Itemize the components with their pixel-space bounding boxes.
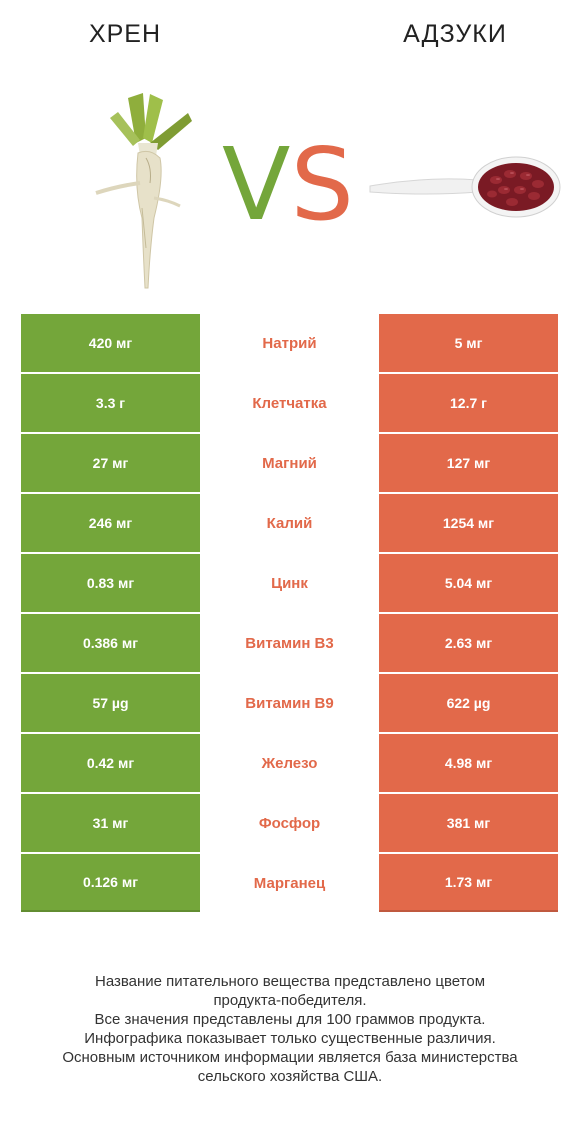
nutrient-name: Витамин B9	[200, 674, 379, 732]
vs-label: VS	[218, 130, 358, 240]
left-value: 0.126 мг	[21, 854, 200, 912]
nutrient-name: Натрий	[200, 314, 379, 372]
right-value: 4.98 мг	[379, 734, 558, 792]
right-value: 622 µg	[379, 674, 558, 732]
nutrient-name: Калий	[200, 494, 379, 552]
table-row: 0.126 мг Марганец 1.73 мг	[21, 854, 558, 912]
left-value: 31 мг	[21, 794, 200, 852]
nutrient-name: Марганец	[200, 854, 379, 912]
table-row: 0.42 мг Железо 4.98 мг	[21, 734, 558, 792]
left-product-title: ХРЕН	[88, 20, 162, 48]
left-value: 0.42 мг	[21, 734, 200, 792]
vs-v: V	[222, 126, 291, 243]
right-value: 1.73 мг	[379, 854, 558, 912]
nutrient-name: Магний	[200, 434, 379, 492]
footer-line: Все значения представлены для 100 граммо…	[94, 1011, 486, 1028]
right-product-title: АДЗУКИ	[403, 20, 507, 48]
footer-line: Основным источником информации является …	[62, 1049, 518, 1066]
nutrient-name: Фосфор	[200, 794, 379, 852]
table-row: 57 µg Витамин B9 622 µg	[21, 674, 558, 732]
footer-line: Инфографика показывает только существенн…	[84, 1030, 496, 1047]
nutrient-name: Железо	[200, 734, 379, 792]
right-value: 2.63 мг	[379, 614, 558, 672]
left-value: 0.83 мг	[21, 554, 200, 612]
right-value: 12.7 г	[379, 374, 558, 432]
table-row: 3.3 г Клетчатка 12.7 г	[21, 374, 558, 432]
footer-note: Название питательного вещества представл…	[20, 972, 560, 1086]
vs-s: S	[290, 126, 354, 243]
nutrient-name: Цинк	[200, 554, 379, 612]
nutrient-name: Витамин B3	[200, 614, 379, 672]
table-row: 420 мг Натрий 5 мг	[21, 314, 558, 372]
comparison-table: 420 мг Натрий 5 мг 3.3 г Клетчатка 12.7 г 27 м…	[21, 314, 558, 914]
table-row: 27 мг Магний 127 мг	[21, 434, 558, 492]
left-value: 0.386 мг	[21, 614, 200, 672]
right-value: 5 мг	[379, 314, 558, 372]
left-value: 420 мг	[21, 314, 200, 372]
left-value: 246 мг	[21, 494, 200, 552]
footer-line: продукта-победителя.	[213, 992, 367, 1009]
right-value: 1254 мг	[379, 494, 558, 552]
right-value: 127 мг	[379, 434, 558, 492]
right-value: 5.04 мг	[379, 554, 558, 612]
table-row: 246 мг Калий 1254 мг	[21, 494, 558, 552]
nutrient-name: Клетчатка	[200, 374, 379, 432]
footer-line: Название питательного вещества представл…	[94, 973, 486, 990]
left-value: 27 мг	[21, 434, 200, 492]
left-value: 57 µg	[21, 674, 200, 732]
footer-line: сельского хозяйства США.	[197, 1068, 383, 1085]
horseradish-image	[95, 93, 192, 289]
table-row: 0.386 мг Витамин B3 2.63 мг	[21, 614, 558, 672]
table-row: 31 мг Фосфор 381 мг	[21, 794, 558, 852]
left-value: 3.3 г	[21, 374, 200, 432]
right-value: 381 мг	[379, 794, 558, 852]
table-row: 0.83 мг Цинк 5.04 мг	[21, 554, 558, 612]
adzuki-spoon-image	[369, 156, 561, 218]
